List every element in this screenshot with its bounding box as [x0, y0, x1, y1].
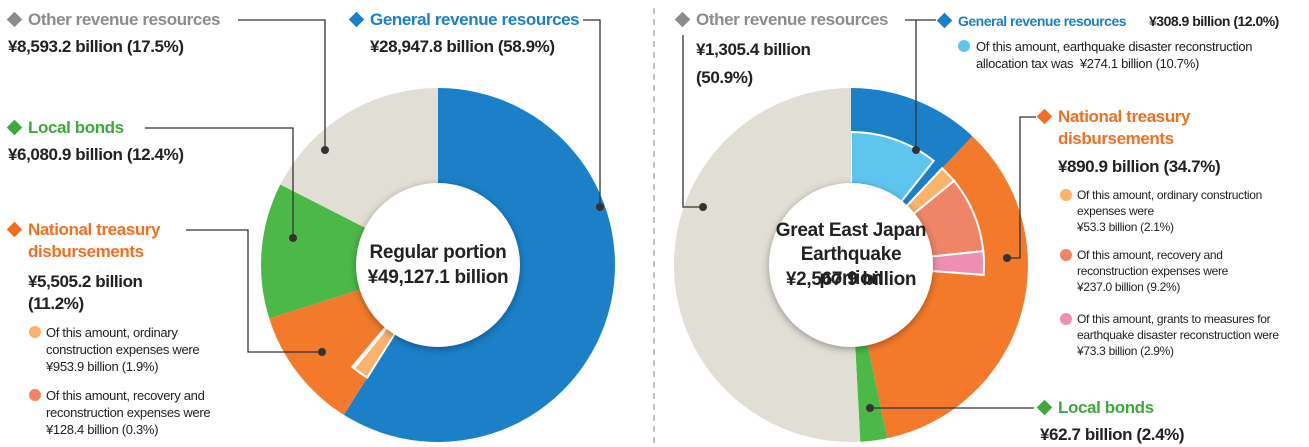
segment-value: ¥5,505.2 billion (11.2%) [28, 272, 143, 313]
leader-dot [596, 203, 604, 211]
segment-value: ¥28,947.8 billion (58.9%) [370, 37, 555, 56]
leader [583, 19, 601, 207]
segment [854, 323, 888, 442]
leader-dot [289, 234, 297, 242]
segment-name: National treasury disbursements [28, 219, 188, 263]
segment-value: ¥62.7 billion (2.4%) [1040, 425, 1185, 444]
segment-value: ¥308.9 billion (12.0%) [1149, 13, 1279, 29]
leader-dot [318, 348, 326, 356]
part-value: ¥128.4 billion (0.3%) [46, 422, 159, 437]
part-name: Of this amount, ordinary construction ex… [46, 325, 200, 357]
segment-value: ¥8,593.2 billion (17.5%) [8, 37, 184, 56]
segment-name: Other revenue resources [28, 10, 221, 29]
center-total: ¥2,567.9 billion [785, 269, 917, 290]
leader [682, 35, 703, 208]
part-name: Of this amount, recovery and reconstruct… [46, 388, 211, 420]
segment-name: Other revenue resources [696, 10, 889, 29]
segment [261, 184, 385, 319]
segment-value: ¥890.9 billion (34.7%) [1058, 157, 1221, 176]
legend-dot [958, 40, 970, 52]
leader [238, 19, 326, 150]
part-name: Of this amount, grants to measures for e… [1077, 312, 1279, 342]
segment [269, 283, 407, 415]
center-circle [769, 183, 933, 347]
leader-dot [1003, 254, 1011, 262]
leader-dot [866, 404, 874, 412]
legend-dot [29, 389, 41, 401]
legend-dot [1060, 313, 1072, 325]
part-value: ¥73.3 billion (2.9%) [1077, 344, 1174, 358]
segment-name: General revenue resources [370, 10, 580, 29]
leader-dot [321, 146, 329, 154]
leader-dot [912, 146, 920, 154]
legend-dot [1060, 189, 1072, 201]
segment-name: Local bonds [28, 118, 124, 137]
part-name: Of this amount, ordinary construction ex… [1077, 188, 1262, 218]
leaders [145, 19, 1036, 409]
segment-value: ¥1,305.4 billion (50.9%) [696, 40, 811, 87]
part-value: ¥953.9 billion (1.9%) [46, 359, 159, 374]
part-value: ¥237.0 billion (9.2%) [1077, 280, 1181, 294]
leader [186, 229, 322, 353]
part-name: Of this amount, recovery and reconstruct… [1077, 248, 1229, 278]
center-circle [356, 183, 520, 347]
leader [1007, 116, 1036, 259]
legend-dot [29, 326, 41, 338]
center-title: Great East Japan Earthquake portion [775, 220, 927, 289]
part-name: Of this amount, earthquake disaster reco… [976, 39, 1253, 71]
center-total: ¥49,127.1 billion [367, 267, 509, 288]
donuts [261, 88, 1029, 443]
segment-name: General revenue resources [958, 10, 1127, 32]
legend-dot [1060, 249, 1072, 261]
segment-name: National treasury disbursements [1058, 106, 1218, 150]
segment-name: Local bonds [1058, 398, 1154, 417]
center-title: Regular portion [369, 242, 507, 263]
leader-dots [289, 146, 1011, 412]
leader [145, 127, 294, 238]
segment [674, 88, 861, 442]
part-value: ¥274.1 billion (10.7%) [1079, 56, 1199, 71]
part-text: Of this amount, earthquake disaster reco… [976, 38, 1286, 72]
leader-dot [699, 203, 707, 211]
segment [343, 88, 615, 443]
part-value: ¥53.3 billion (2.1%) [1077, 220, 1174, 234]
segment-value: ¥6,080.9 billion (12.4%) [8, 145, 184, 164]
